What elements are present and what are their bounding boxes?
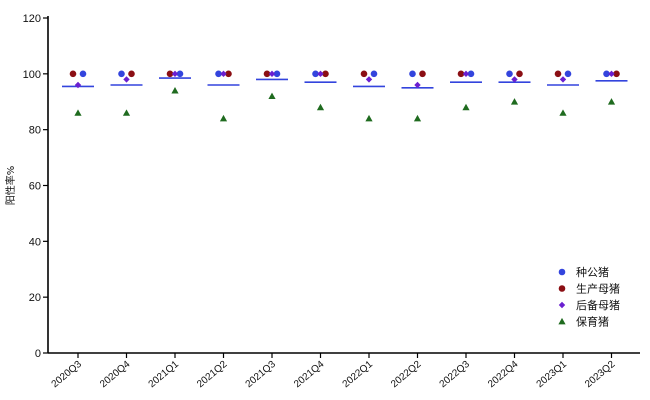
x-tick-label: 2021Q4 [292,359,327,391]
data-point-0 [506,70,513,78]
x-tick-label: 2022Q3 [438,359,473,391]
data-point-2 [511,76,518,83]
data-point-1 [225,70,232,78]
data-point-3 [219,114,228,122]
data-point-3 [268,92,276,100]
data-point-3 [413,114,422,122]
legend-label: 保育猪 [576,315,609,329]
legend-marker [558,301,566,309]
y-tick-label: 60 [29,181,41,193]
data-point-3 [365,114,373,122]
data-point-0 [467,70,475,78]
y-axis-label: 阳性率% [4,166,17,206]
data-point-1 [128,70,135,78]
data-point-0 [564,70,572,78]
x-tick-label: 2023Q2 [583,359,618,391]
data-point-0 [370,70,378,78]
data-point-3 [122,109,131,116]
legend-label: 种公猪 [576,265,609,279]
data-point-0 [118,70,125,78]
data-point-3 [607,98,616,105]
x-tick-label: 2020Q3 [50,359,85,391]
data-point-3 [171,86,179,94]
data-point-1 [419,70,426,78]
y-tick-label: 0 [35,348,41,360]
y-tick-label: 20 [29,292,41,304]
data-point-2 [220,70,227,78]
x-tick-label: 2022Q2 [389,359,424,391]
data-point-2 [74,81,82,89]
data-point-1 [613,70,620,78]
data-point-0 [215,70,222,78]
data-point-2 [365,76,373,83]
y-tick-label: 100 [23,69,41,81]
data-point-1 [516,70,523,78]
data-point-0 [79,70,87,78]
legend-label: 生产母猪 [576,282,620,296]
data-point-2 [123,76,130,83]
legend-marker [558,285,566,292]
data-point-1 [263,70,271,78]
y-tick-label: 80 [29,125,41,137]
data-point-1 [166,70,174,78]
data-point-2 [171,70,179,78]
x-tick-label: 2020Q4 [98,359,133,391]
x-tick-label: 2021Q1 [147,359,182,391]
data-point-0 [273,70,281,78]
data-point-0 [176,70,184,78]
x-tick-label: 2021Q2 [195,359,230,391]
x-tick-label: 2021Q3 [244,359,279,391]
data-point-3 [316,103,325,111]
data-point-0 [312,70,319,78]
data-point-3 [74,109,82,116]
x-tick-label: 2022Q4 [486,359,521,391]
data-point-3 [559,109,567,116]
data-point-1 [360,70,368,78]
legend-marker [558,268,566,276]
data-point-1 [69,70,77,78]
legend-label: 后备母猪 [576,298,620,312]
data-point-2 [268,70,276,78]
legend-marker [558,317,566,325]
x-tick-label: 2023Q1 [535,359,570,391]
data-point-2 [608,70,615,78]
data-point-3 [462,103,470,111]
y-tick-label: 40 [29,236,41,248]
y-tick-label: 120 [23,13,41,25]
data-point-0 [409,70,416,78]
x-tick-label: 2022Q1 [341,359,376,391]
data-point-2 [414,81,421,89]
data-point-1 [554,70,562,78]
data-point-2 [559,76,567,83]
data-point-2 [462,70,470,78]
data-point-0 [603,70,610,78]
data-point-3 [510,98,519,105]
data-point-2 [317,70,324,78]
data-point-1 [457,70,465,78]
data-point-1 [322,70,329,78]
